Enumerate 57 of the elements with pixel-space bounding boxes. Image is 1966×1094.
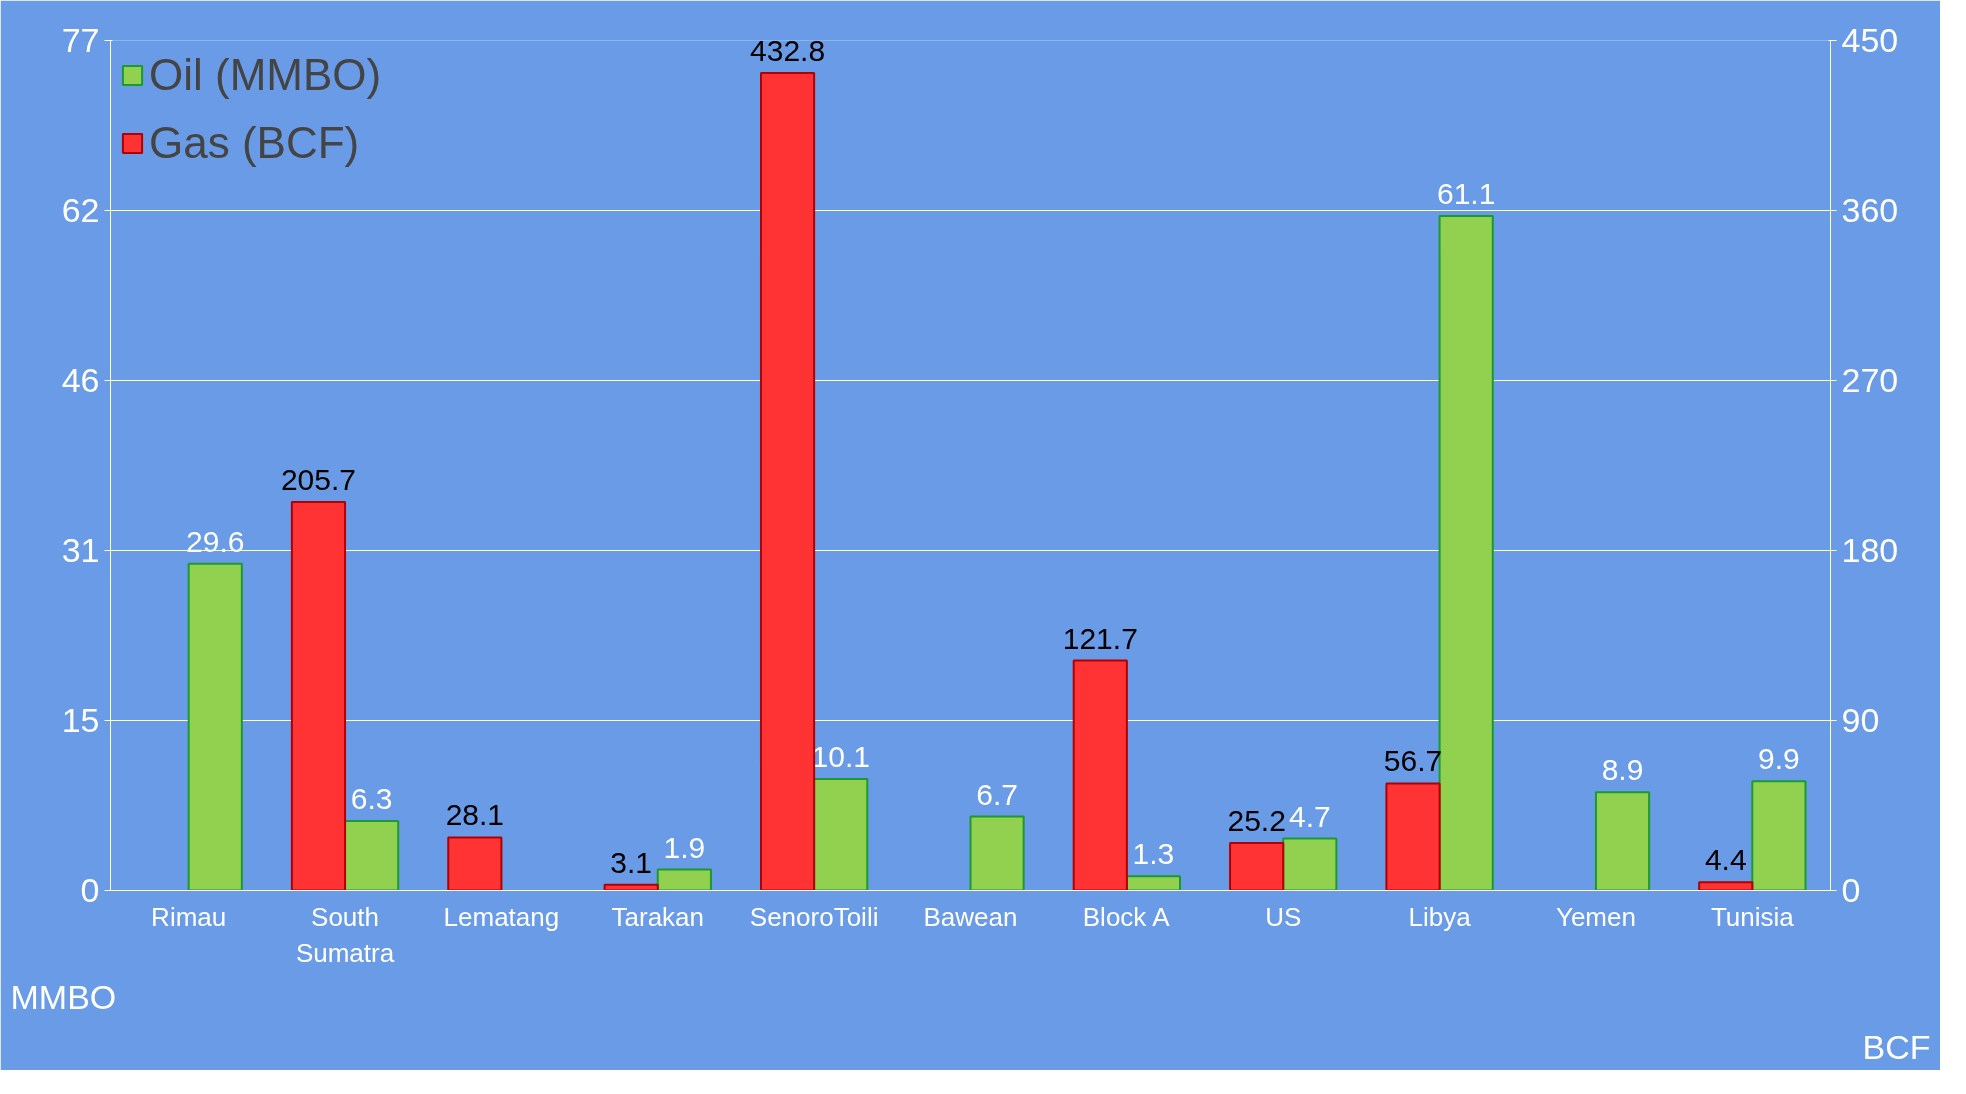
data-label: 61.1 (1436, 177, 1496, 211)
data-label: 1.9 (663, 830, 706, 864)
bar (1125, 875, 1182, 891)
x-tick-label: Block A (1082, 901, 1171, 932)
y2-tick-label: 360 (1841, 191, 1899, 229)
data-label: 121.7 (1062, 621, 1138, 655)
y-tick-label: 15 (61, 701, 100, 739)
bar (813, 778, 869, 891)
bar (1751, 780, 1807, 891)
x-tick-label: Yemen (1555, 901, 1636, 932)
bar (447, 836, 503, 891)
data-label: 9.9 (1758, 742, 1800, 776)
y-axis-title: MMBO (10, 977, 117, 1016)
legend-label: Oil (MMBO) (149, 50, 382, 100)
bar (1594, 791, 1651, 891)
data-label: 8.9 (1601, 753, 1644, 787)
y2-axis-title: BCF (1862, 1027, 1931, 1066)
y-tick-label: 62 (61, 191, 100, 229)
legend-label: Gas (BCF) (149, 118, 360, 168)
bar (187, 562, 243, 891)
x-tick-label: Tarakan (611, 901, 705, 932)
x-tick-label: Bawean (923, 901, 1018, 932)
bar (969, 815, 1025, 891)
bar (290, 500, 347, 891)
data-label: 6.7 (976, 777, 1018, 811)
y-tick-label: 77 (61, 21, 100, 59)
x-tick-label: Lematang (443, 901, 560, 932)
x-tick-label: US (1265, 901, 1302, 932)
y2-tick-label: 450 (1841, 21, 1899, 59)
y-tick-label: 31 (61, 531, 100, 569)
bar (1698, 881, 1754, 891)
data-label: 25.2 (1227, 803, 1286, 837)
y2-tick-label: 180 (1841, 531, 1899, 569)
bar (1385, 782, 1441, 891)
y-tick-label: 46 (61, 361, 100, 399)
y2-tick-label: 90 (1841, 701, 1880, 739)
y2-tick-label: 270 (1841, 361, 1899, 399)
data-label: 10.1 (811, 740, 870, 774)
y2-tick-label: 0 (1841, 871, 1861, 909)
data-label: 4.4 (1704, 843, 1747, 877)
data-label: 6.3 (350, 781, 393, 815)
data-label: 28.1 (445, 798, 505, 832)
x-tick-label: Tunisia (1710, 901, 1795, 932)
bar (656, 868, 712, 891)
bar (344, 819, 400, 891)
data-label: 1.3 (1132, 837, 1175, 871)
bar (1072, 659, 1128, 891)
bar (759, 71, 816, 891)
x-tick-label: SenoroToili (749, 901, 879, 932)
data-label: 4.7 (1288, 799, 1331, 833)
x-tick-label: Rimau (151, 901, 227, 932)
x-tick-label: Libya (1408, 901, 1472, 932)
data-label: 3.1 (610, 845, 653, 879)
x-tick-label: South Sumatra (295, 901, 395, 968)
data-label: 432.8 (750, 33, 826, 67)
y-tick-label: 0 (80, 871, 100, 909)
data-label: 205.7 (280, 462, 357, 496)
